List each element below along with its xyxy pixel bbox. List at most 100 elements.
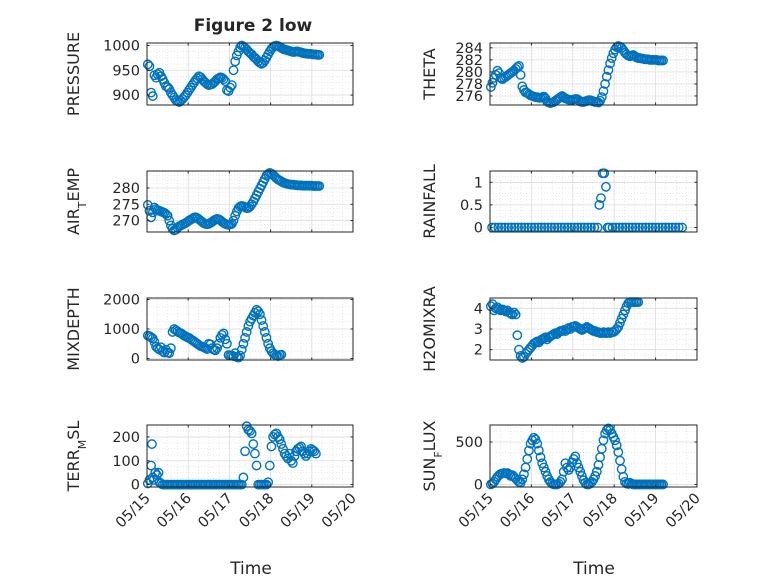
y-tick-label: 276	[455, 89, 483, 105]
data-point	[238, 41, 249, 52]
data-point	[261, 332, 272, 343]
data-point	[240, 332, 250, 343]
data-point	[610, 435, 620, 446]
data-point	[187, 80, 198, 91]
data-point	[194, 71, 204, 82]
subplot-5: 0 1000 2000 MIXDEPTH	[64, 287, 354, 371]
figure-title: Figure 2 low	[194, 16, 313, 36]
y-tick-label: 278	[455, 77, 483, 93]
data-point	[533, 445, 544, 456]
data-point	[236, 344, 247, 355]
y-tick-label: 0	[474, 220, 483, 236]
data-series	[485, 41, 668, 109]
data-point	[254, 309, 265, 320]
data-point	[246, 428, 257, 439]
data-point	[596, 193, 606, 204]
data-series	[142, 304, 287, 363]
y-tick-label: 0.5	[460, 198, 483, 214]
y-tick-label: 284	[455, 41, 483, 57]
data-point	[180, 90, 191, 100]
data-point	[601, 71, 612, 82]
data-point	[309, 446, 320, 457]
y-tick-label: 4	[474, 301, 483, 317]
data-point	[147, 439, 157, 449]
data-point	[153, 467, 164, 478]
data-point	[161, 81, 171, 92]
data-point	[538, 462, 549, 473]
data-point	[245, 201, 255, 212]
data-point	[274, 434, 285, 445]
y-tick-label: 900	[112, 88, 140, 104]
data-point	[142, 59, 153, 70]
data-point	[573, 462, 584, 473]
data-point	[259, 327, 270, 337]
data-point	[603, 423, 614, 434]
data-point	[603, 327, 614, 337]
y-axis-label: H2OMIXRA	[420, 286, 439, 372]
data-point	[562, 324, 572, 334]
data-point	[245, 426, 255, 436]
x-tick-label: 05/18	[237, 491, 278, 532]
y-tick-label: 1000	[103, 322, 140, 338]
data-point	[225, 82, 236, 93]
data-point	[575, 466, 586, 477]
data-point	[605, 58, 615, 69]
x-tick-label: 05/20	[319, 491, 360, 532]
y-tick-label: 1000	[103, 38, 140, 54]
data-point	[218, 74, 229, 85]
data-point	[167, 90, 178, 100]
data-point	[603, 65, 614, 75]
y-tick-label: 500	[455, 435, 483, 451]
data-point	[263, 169, 274, 179]
data-point	[606, 53, 617, 63]
data-point	[222, 338, 232, 349]
data-point	[530, 434, 541, 445]
data-point	[532, 438, 543, 449]
data-point	[258, 57, 269, 68]
data-point	[600, 79, 610, 89]
data-point	[510, 309, 521, 320]
data-point	[142, 200, 153, 210]
y-tick-label: 270	[112, 214, 140, 230]
data-point	[276, 349, 287, 360]
data-point	[165, 87, 176, 98]
x-tick-label: 05/16	[154, 491, 195, 532]
y-axis-label: AIRTEMP	[64, 168, 89, 235]
data-point	[299, 448, 310, 459]
data-point	[598, 86, 609, 97]
y-tick-label: 200	[112, 430, 140, 446]
data-point	[593, 97, 604, 108]
data-point	[250, 448, 260, 459]
x-tick-label: 05/16	[497, 491, 538, 532]
data-point	[164, 348, 175, 359]
data-series	[485, 423, 668, 490]
data-point	[537, 458, 548, 469]
data-point	[601, 181, 611, 192]
axes-box	[489, 424, 698, 488]
y-tick-label: 280	[112, 181, 140, 197]
data-series	[142, 168, 325, 236]
axes-box	[489, 170, 698, 233]
data-point	[487, 77, 498, 88]
data-point	[601, 425, 612, 435]
data-point	[314, 50, 325, 60]
data-point	[507, 470, 518, 481]
y-axis-label: TERRMSL	[64, 421, 89, 493]
data-point	[184, 85, 194, 96]
data-point	[598, 435, 609, 446]
data-point	[174, 97, 185, 107]
data-point	[495, 73, 506, 83]
y-axis-label: MIXDEPTH	[64, 287, 83, 370]
axes-box	[489, 42, 698, 106]
data-point	[162, 82, 173, 93]
data-point	[162, 210, 173, 221]
data-point	[590, 471, 601, 481]
data-point	[591, 466, 602, 477]
data-point	[258, 321, 269, 331]
data-point	[658, 479, 668, 490]
y-tick-label: 280	[455, 65, 483, 81]
data-point	[512, 330, 523, 341]
y-tick-label: 2000	[103, 292, 140, 308]
data-point	[150, 467, 161, 478]
y-tick-label: 282	[455, 53, 483, 69]
